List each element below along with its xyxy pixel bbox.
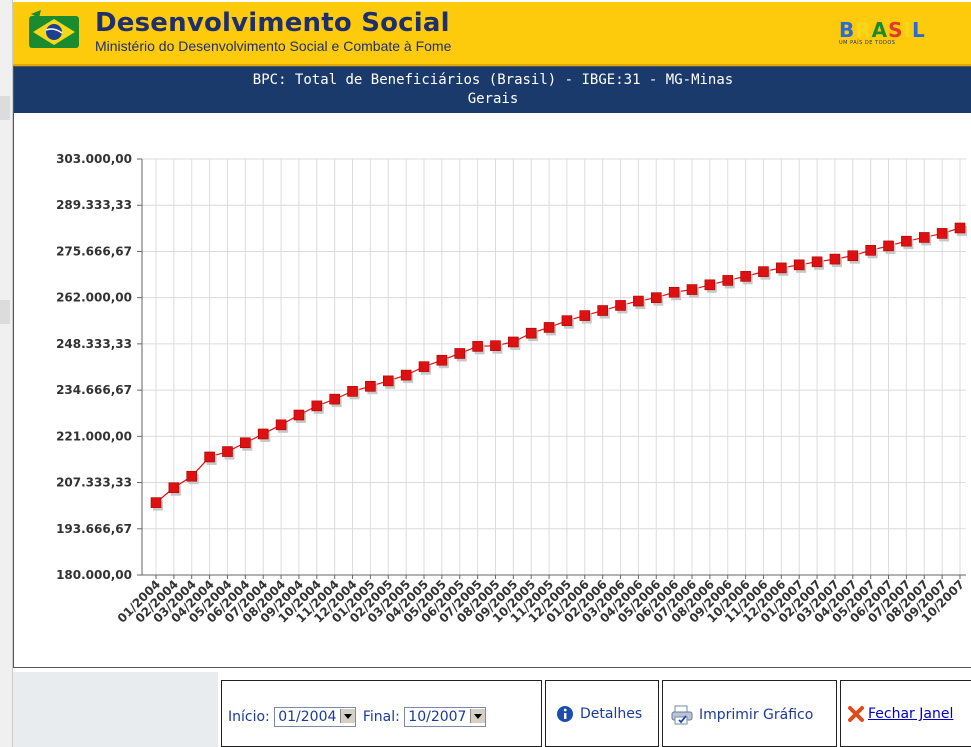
data-point xyxy=(204,451,215,463)
chart-title-line1: BPC: Total de Beneficiários (Brasil) - I… xyxy=(252,72,734,88)
y-tick-label: 303.000,00 xyxy=(56,152,132,166)
data-point xyxy=(525,327,537,339)
y-tick-label: 221.000,00 xyxy=(56,429,132,443)
data-point xyxy=(490,340,501,351)
data-point xyxy=(668,286,680,298)
data-point xyxy=(793,259,805,271)
y-tick-label: 289.333,33 xyxy=(56,198,132,212)
edge-marker xyxy=(0,96,10,120)
info-icon xyxy=(557,706,573,722)
data-point xyxy=(686,284,698,295)
inicio-label: Início: xyxy=(228,709,270,725)
app-title: Desenvolvimento Social xyxy=(95,8,450,38)
data-point xyxy=(382,375,394,387)
data-point xyxy=(722,275,734,286)
brasil-logo: BRASIL UM PAÍS DE TODOS xyxy=(839,18,949,50)
chart-panel: BPC: Total de Beneficiários (Brasil) - I… xyxy=(13,66,971,668)
fechar-label[interactable]: Fechar Janel xyxy=(868,706,954,722)
data-point xyxy=(454,348,466,359)
data-point xyxy=(901,235,912,247)
final-label: Final: xyxy=(362,709,400,725)
detalhes-button[interactable]: Detalhes xyxy=(545,680,659,747)
printer-icon xyxy=(671,705,693,725)
y-tick-label: 207.333,33 xyxy=(56,476,132,490)
data-point xyxy=(222,446,233,457)
inicio-select[interactable]: 01/2004 xyxy=(274,707,357,727)
data-point xyxy=(150,497,162,508)
data-point xyxy=(954,222,966,234)
data-point xyxy=(257,428,269,440)
data-point xyxy=(293,409,305,421)
final-select-value: 10/2007 xyxy=(408,709,467,725)
data-point xyxy=(829,253,841,265)
app-subtitle: Ministério do Desenvolvimento Social e C… xyxy=(95,38,452,54)
data-point xyxy=(168,482,180,494)
imprimir-label: Imprimir Gráfico xyxy=(699,707,814,723)
data-point xyxy=(418,361,430,372)
data-point xyxy=(633,295,644,307)
data-point xyxy=(811,256,823,268)
data-point xyxy=(597,305,608,316)
data-point xyxy=(436,354,448,366)
y-tick-label: 275.666,67 xyxy=(56,244,132,258)
imprimir-grafico-button[interactable]: Imprimir Gráfico xyxy=(662,680,837,747)
data-point xyxy=(543,322,555,333)
data-point xyxy=(650,292,662,303)
brasil-logo-word: BRASIL xyxy=(839,18,926,42)
brasil-logo-tagline: UM PAÍS DE TODOS xyxy=(839,40,896,46)
data-point xyxy=(240,437,251,449)
y-tick-label: 248.333,33 xyxy=(56,337,132,351)
chevron-down-icon xyxy=(340,709,356,723)
chevron-down-icon xyxy=(470,709,486,723)
detalhes-label: Detalhes xyxy=(580,706,643,722)
inicio-select-value: 01/2004 xyxy=(278,709,337,725)
data-point xyxy=(186,470,198,482)
bottom-left-area xyxy=(13,672,218,747)
data-point xyxy=(865,245,876,256)
data-point xyxy=(561,315,573,326)
fechar-janela-button[interactable]: Fechar Janel xyxy=(840,680,971,747)
data-point xyxy=(311,400,323,412)
data-point xyxy=(275,419,287,431)
date-range-panel: Início: 01/2004 Final: 10/2007 xyxy=(221,680,542,747)
series-line xyxy=(155,227,961,504)
y-tick-label: 234.666,67 xyxy=(56,383,132,397)
data-point xyxy=(883,240,894,252)
data-point xyxy=(329,393,340,405)
chart-title: BPC: Total de Beneficiários (Brasil) - I… xyxy=(14,67,971,113)
data-point xyxy=(472,341,483,352)
data-point xyxy=(704,279,716,291)
data-point xyxy=(365,380,376,392)
data-point xyxy=(776,262,787,274)
data-point xyxy=(936,228,948,239)
data-point xyxy=(579,310,591,321)
left-window-edge xyxy=(0,0,13,747)
brazil-flag-icon xyxy=(29,10,79,48)
data-point xyxy=(918,232,930,243)
data-point xyxy=(508,336,519,348)
data-point xyxy=(847,250,859,262)
data-point xyxy=(615,300,626,311)
y-tick-label: 262.000,00 xyxy=(56,291,132,305)
edge-marker xyxy=(0,300,10,324)
data-point xyxy=(740,271,751,282)
y-tick-label: 193.666,67 xyxy=(56,522,132,536)
data-point xyxy=(758,266,769,277)
y-tick-label: 180.000,00 xyxy=(56,568,132,582)
data-point xyxy=(400,369,412,381)
line-chart: 180.000,00 193.666,67 207.333,33 221.000,00… xyxy=(56,152,967,626)
site-header: Desenvolvimento Social Ministério do Des… xyxy=(13,2,971,66)
chart-title-line2: Gerais xyxy=(467,91,519,107)
final-select[interactable]: 10/2007 xyxy=(404,707,487,727)
close-x-icon xyxy=(848,706,864,722)
data-point xyxy=(347,386,358,397)
